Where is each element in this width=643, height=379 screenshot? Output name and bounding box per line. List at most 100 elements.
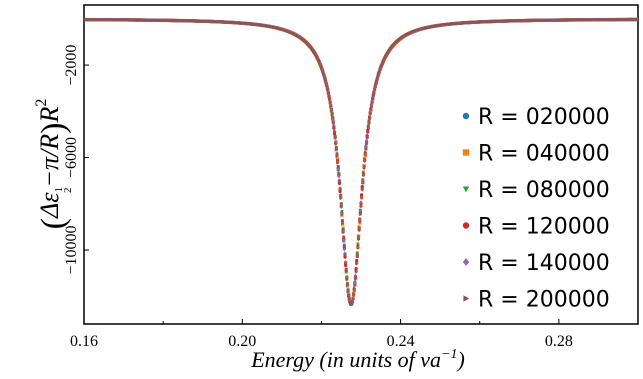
data-point xyxy=(325,85,329,89)
data-point xyxy=(370,105,374,109)
data-point xyxy=(371,97,375,101)
data-point xyxy=(354,277,358,281)
data-point xyxy=(343,255,347,259)
data-point xyxy=(359,200,363,205)
data-point xyxy=(355,253,359,258)
data-point xyxy=(368,115,372,119)
data-point xyxy=(366,130,370,134)
plot-frame xyxy=(83,4,639,325)
data-point xyxy=(364,150,367,154)
data-point xyxy=(373,87,377,92)
data-point xyxy=(336,161,340,165)
data-point xyxy=(355,258,359,262)
data-point xyxy=(328,97,332,101)
data-point xyxy=(344,260,348,264)
data-point xyxy=(357,225,361,230)
data-point xyxy=(372,94,375,98)
data-point xyxy=(332,120,335,124)
data-point xyxy=(357,234,361,239)
data-point xyxy=(330,109,334,113)
data-point xyxy=(328,101,332,105)
data-point xyxy=(356,252,359,256)
data-point xyxy=(365,135,369,139)
data-point xyxy=(372,90,376,95)
data-point xyxy=(327,94,331,98)
data-point xyxy=(344,268,348,273)
data-point xyxy=(334,141,338,145)
data-point xyxy=(364,147,368,151)
data-point xyxy=(360,195,364,199)
data-point xyxy=(336,164,340,168)
data-point xyxy=(338,187,342,191)
data-point xyxy=(356,243,360,248)
data-point xyxy=(337,171,341,175)
data-point xyxy=(325,85,329,90)
data-point xyxy=(351,296,355,300)
data-point xyxy=(331,115,335,119)
data-point xyxy=(342,235,346,239)
data-point xyxy=(361,170,366,174)
data-point xyxy=(324,78,327,82)
data-point xyxy=(340,204,343,208)
data-point xyxy=(358,208,362,213)
data-point xyxy=(368,110,372,115)
data-point xyxy=(353,273,358,278)
data-point xyxy=(324,81,328,85)
data-point xyxy=(338,189,342,194)
series-6 xyxy=(84,17,638,306)
data-point xyxy=(346,289,350,294)
data-point xyxy=(344,263,348,268)
data-point xyxy=(367,125,370,129)
data-point xyxy=(344,261,348,265)
data-point xyxy=(337,181,342,186)
data-point xyxy=(333,130,337,134)
data-point xyxy=(374,82,378,86)
data-point xyxy=(332,125,336,129)
data-point xyxy=(338,179,342,183)
data-point xyxy=(358,217,362,222)
data-point xyxy=(323,76,327,80)
data-point xyxy=(373,84,377,89)
data-point xyxy=(364,144,368,149)
data-points xyxy=(84,17,638,307)
data-point xyxy=(361,179,365,183)
data-point xyxy=(370,101,374,105)
data-point xyxy=(360,184,364,189)
data-point xyxy=(365,141,369,145)
data-point xyxy=(362,164,366,168)
data-point xyxy=(331,121,335,126)
data-point xyxy=(339,202,343,207)
data-point xyxy=(343,244,346,248)
data-point xyxy=(362,171,366,175)
data-point xyxy=(327,90,330,95)
data-point xyxy=(337,174,341,179)
data-point xyxy=(345,277,349,281)
data-point xyxy=(340,213,344,217)
data-point xyxy=(352,292,356,296)
data-point xyxy=(355,261,359,265)
data-point xyxy=(375,78,379,82)
data-point xyxy=(333,135,337,140)
data-point xyxy=(343,252,347,257)
data-point xyxy=(341,230,345,235)
data-point xyxy=(369,103,374,107)
data-point xyxy=(364,138,369,143)
data-point xyxy=(344,269,348,273)
data-point xyxy=(359,204,363,208)
data-point xyxy=(359,212,362,217)
data-point xyxy=(355,251,359,255)
data-point xyxy=(360,187,364,192)
data-point xyxy=(341,221,345,226)
data-point xyxy=(326,87,330,92)
data-point xyxy=(353,280,357,285)
data-point xyxy=(361,178,365,182)
data-point xyxy=(341,229,345,234)
data-point xyxy=(354,269,358,273)
data-point xyxy=(360,193,364,197)
data-point xyxy=(358,216,362,221)
data-point xyxy=(329,105,333,109)
data-point xyxy=(342,247,346,252)
data-point xyxy=(335,147,338,152)
data-point xyxy=(346,283,350,288)
